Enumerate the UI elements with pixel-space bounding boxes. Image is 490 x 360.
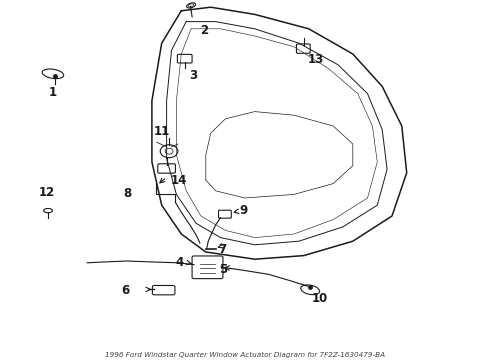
Text: 14: 14 [171, 174, 187, 186]
Text: 8: 8 [123, 187, 131, 200]
Text: 13: 13 [308, 53, 324, 66]
Text: 12: 12 [38, 186, 55, 199]
Text: 7: 7 [218, 243, 226, 256]
Text: 2: 2 [200, 24, 208, 37]
Text: 11: 11 [153, 125, 170, 138]
Text: 10: 10 [311, 292, 328, 305]
Text: 5: 5 [220, 263, 228, 276]
Text: 3: 3 [189, 69, 197, 82]
Text: 1: 1 [49, 86, 57, 99]
Text: 4: 4 [175, 256, 184, 269]
Text: 9: 9 [239, 204, 247, 217]
Text: 6: 6 [122, 284, 130, 297]
Text: 1996 Ford Windstar Quarter Window Actuator Diagram for 7F2Z-1630479-BA: 1996 Ford Windstar Quarter Window Actuat… [105, 352, 385, 358]
